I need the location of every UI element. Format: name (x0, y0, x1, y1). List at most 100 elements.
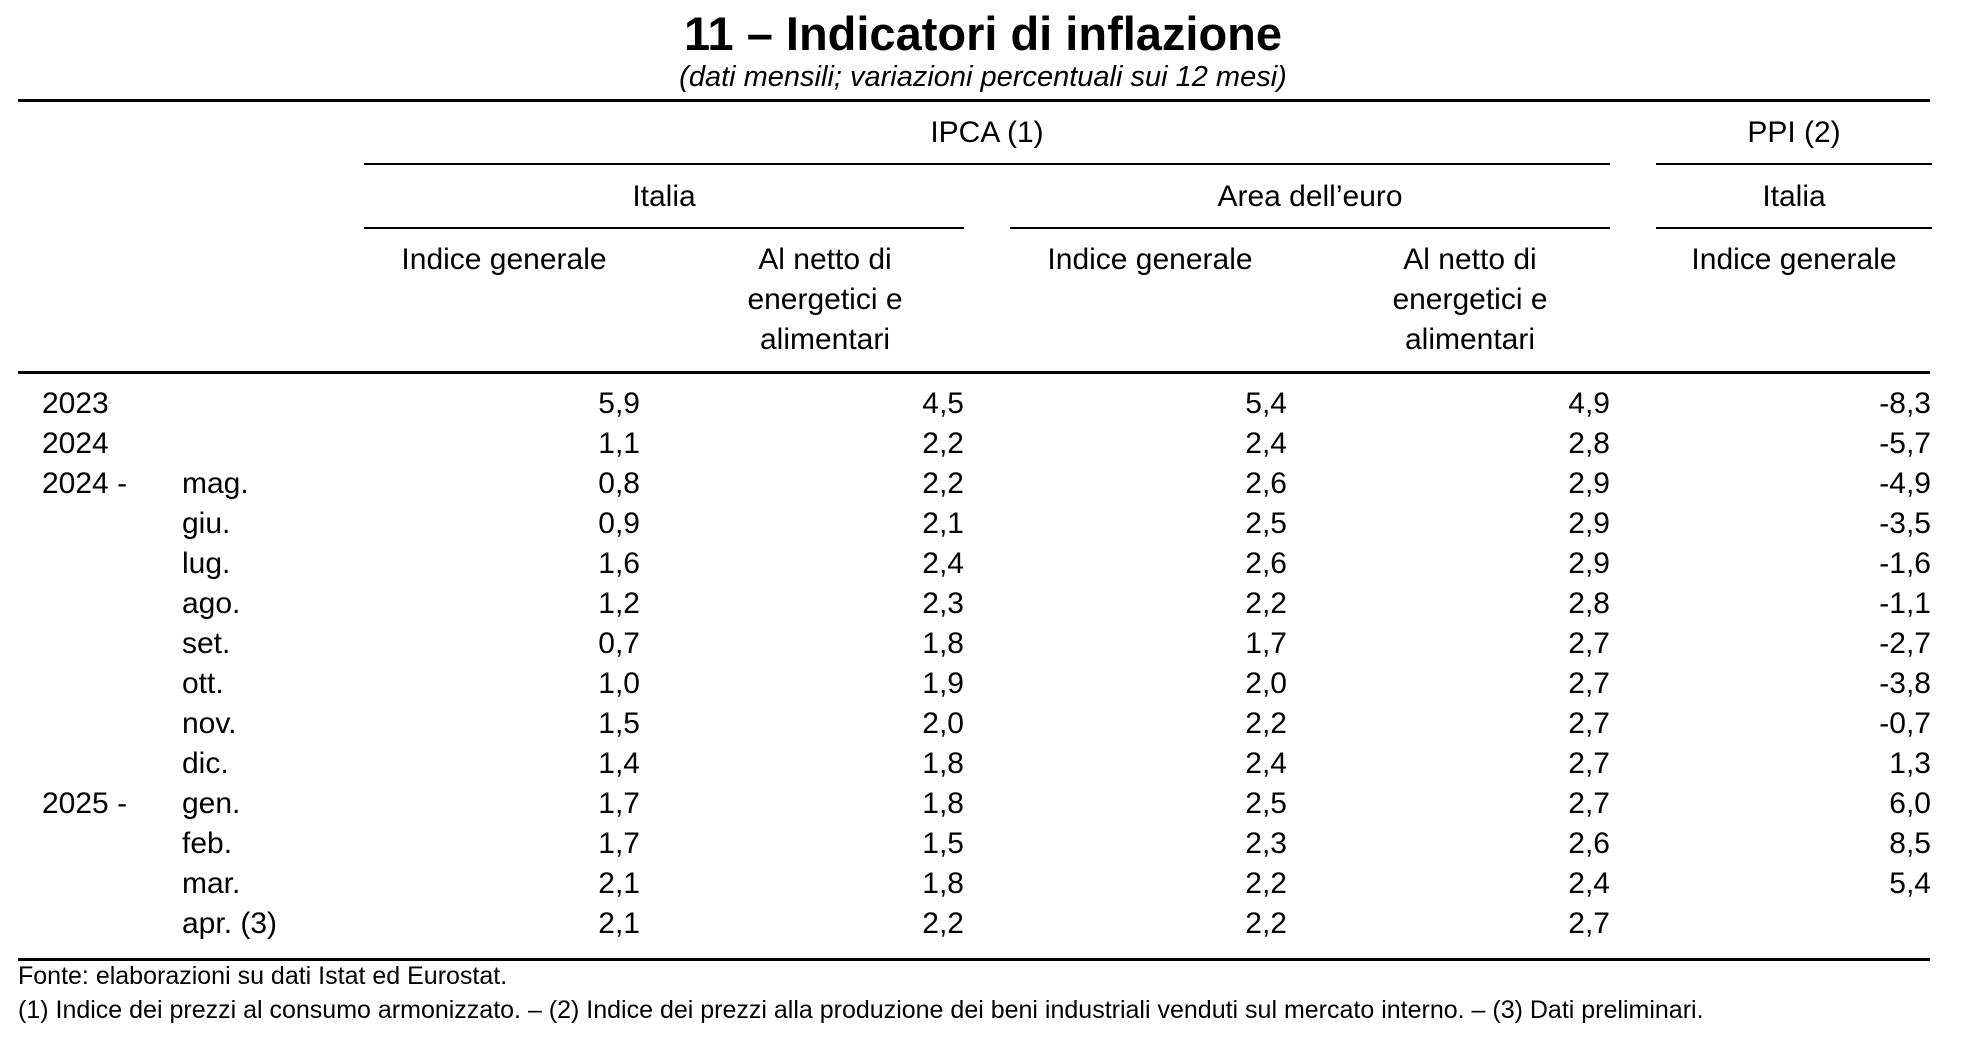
table-cell: 5,9 (598, 387, 640, 420)
table-cell: -1,1 (1879, 587, 1931, 620)
table-cell: 1,8 (922, 867, 964, 900)
table-cell: 2,1 (922, 507, 964, 540)
table-cell: 1,7 (598, 827, 640, 860)
table-cell: 2,7 (1568, 747, 1610, 780)
table-cell: 1,0 (598, 667, 640, 700)
table-cell: 2,7 (1568, 667, 1610, 700)
table-cell: 4,5 (922, 387, 964, 420)
table-cell: 1,3 (1889, 747, 1931, 780)
table-cell: 4,9 (1568, 387, 1610, 420)
table-cell: 2,4 (1245, 747, 1287, 780)
row-month: ago. (182, 587, 241, 620)
table-cell: 1,5 (922, 827, 964, 860)
row-month: mag. (182, 467, 249, 500)
table-cell: 2,2 (1245, 907, 1287, 940)
table-cell: 2,6 (1245, 547, 1287, 580)
row-month: mar. (182, 867, 241, 900)
row-month: feb. (182, 827, 233, 860)
area-euro-rule (1010, 227, 1610, 229)
table-cell: 2,2 (922, 907, 964, 940)
table-cell: 2,3 (1245, 827, 1287, 860)
row-month: set. (182, 627, 231, 660)
row-year: 2025 - (42, 787, 128, 820)
table-cell: 1,8 (922, 627, 964, 660)
header-ipca: IPCA (1) (930, 116, 1044, 149)
table-cell: 5,4 (1889, 867, 1931, 900)
row-month: dic. (182, 747, 229, 780)
table-subtitle: (dati mensili; variazioni percentuali su… (679, 61, 1287, 93)
table-cell: 2,3 (922, 587, 964, 620)
table-cell: 0,9 (598, 507, 640, 540)
body-bottom-rule (18, 958, 1930, 961)
table-cell: 2,2 (1245, 707, 1287, 740)
table-cell: 2,7 (1568, 907, 1610, 940)
table-cell: 1,9 (922, 667, 964, 700)
table-cell: 1,2 (598, 587, 640, 620)
header-ppi: PPI (2) (1747, 116, 1841, 149)
table-cell: 2,6 (1568, 827, 1610, 860)
ppi-rule (1656, 163, 1932, 165)
col-header-italia-indice: Indice generale (401, 243, 607, 276)
col-header-italia-netto: Al netto di energetici e alimentari (747, 243, 903, 356)
table-cell: 2,5 (1245, 507, 1287, 540)
table-cell: -5,7 (1879, 427, 1931, 460)
table-cell: 2,2 (1245, 867, 1287, 900)
row-month: apr. (3) (182, 907, 278, 940)
row-month: ott. (182, 667, 224, 700)
col-header-euro-netto: Al netto di energetici e alimentari (1392, 243, 1548, 356)
table-cell: 2,7 (1568, 787, 1610, 820)
row-year: 2024 (42, 427, 109, 460)
table-cell: 1,6 (598, 547, 640, 580)
table-cell: 0,7 (598, 627, 640, 660)
table-cell: 0,8 (598, 467, 640, 500)
table-cell: 2,5 (1245, 787, 1287, 820)
table-cell: -4,9 (1879, 467, 1931, 500)
header-bottom-rule (18, 371, 1930, 374)
table-title: 11 – Indicatori di inflazione (683, 7, 1283, 60)
table-cell: 1,1 (598, 427, 640, 460)
table-cell: 1,5 (598, 707, 640, 740)
table-cell: 1,4 (598, 747, 640, 780)
table-cell: -3,8 (1879, 667, 1931, 700)
footer-source: Fonte: elaborazioni su dati Istat ed Eur… (18, 962, 508, 990)
table-cell: 2,8 (1568, 587, 1610, 620)
table-cell: 2,2 (1245, 587, 1287, 620)
table-cell: -2,7 (1879, 627, 1931, 660)
ppi-italia-rule (1656, 227, 1932, 229)
top-rule (18, 99, 1930, 102)
table-cell: -8,3 (1879, 387, 1931, 420)
footer-notes: (1) Indice dei prezzi al consumo armoniz… (18, 996, 1704, 1024)
row-year: 2023 (42, 387, 109, 420)
header-ppi-italia: Italia (1762, 180, 1826, 213)
table-cell: 1,7 (598, 787, 640, 820)
table-cell: 6,0 (1889, 787, 1931, 820)
table-cell: 2,9 (1568, 507, 1610, 540)
table-cell: 2,1 (598, 907, 640, 940)
ipca-rule (364, 163, 1610, 165)
row-month: gen. (182, 787, 241, 820)
table-cell: 2,1 (598, 867, 640, 900)
row-year: 2024 - (42, 467, 128, 500)
table-cell: 2,6 (1245, 467, 1287, 500)
table-cell: -0,7 (1879, 707, 1931, 740)
table-cell: 2,2 (922, 427, 964, 460)
row-month: giu. (182, 507, 231, 540)
row-month: lug. (182, 547, 231, 580)
table-cell: 1,7 (1245, 627, 1287, 660)
table-cell: 1,8 (922, 747, 964, 780)
header-area-euro: Area dell’euro (1217, 180, 1403, 213)
table-cell: 1,8 (922, 787, 964, 820)
table-cell: -1,6 (1879, 547, 1931, 580)
table-cell: 2,7 (1568, 627, 1610, 660)
table-cell: 2,0 (1245, 667, 1287, 700)
italia-rule (364, 227, 964, 229)
table-cell: 2,9 (1568, 547, 1610, 580)
table-cell: 2,2 (922, 467, 964, 500)
col-header-euro-indice: Indice generale (1047, 243, 1253, 276)
table-cell: 2,9 (1568, 467, 1610, 500)
table-cell: -3,5 (1879, 507, 1931, 540)
header-italia: Italia (632, 180, 696, 213)
table-cell: 2,0 (922, 707, 964, 740)
col-header-ppi-indice: Indice generale (1691, 243, 1897, 276)
table-cell: 2,4 (922, 547, 964, 580)
